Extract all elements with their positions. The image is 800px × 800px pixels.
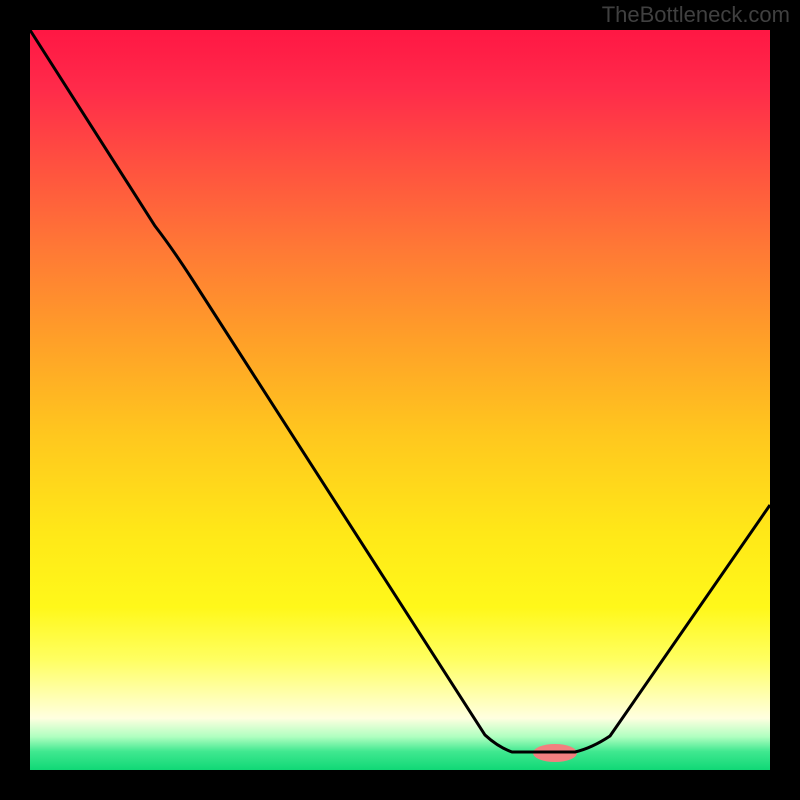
bottleneck-chart: TheBottleneck.com xyxy=(0,0,800,800)
plot-background xyxy=(30,30,770,770)
chart-svg xyxy=(0,0,800,800)
attribution-label: TheBottleneck.com xyxy=(602,2,790,28)
